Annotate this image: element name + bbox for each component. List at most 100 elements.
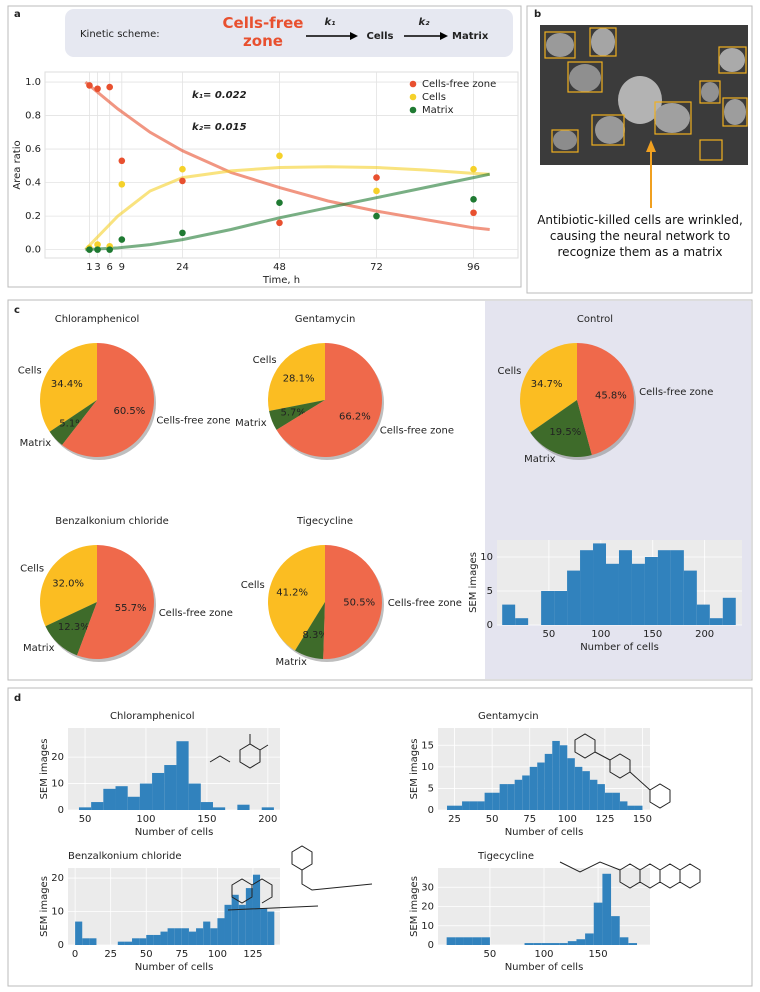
panel-label: b: [534, 9, 541, 20]
x-axis-label: Number of cells: [505, 962, 584, 973]
histogram-bar: [176, 741, 189, 810]
histogram-bar: [533, 943, 542, 945]
histogram-bar: [524, 943, 534, 945]
pie-value-label: 34.7%: [531, 379, 563, 390]
data-point: [86, 246, 93, 253]
histogram-bar: [574, 766, 583, 810]
scheme-rate: k₁: [324, 17, 335, 28]
pie-value-label: 28.1%: [283, 373, 315, 384]
x-axis-label: Number of cells: [580, 642, 659, 653]
histogram-bar: [567, 570, 581, 625]
sem-cell: [724, 99, 746, 125]
histogram-bar: [231, 894, 239, 945]
pie-value-label: 34.4%: [51, 379, 83, 390]
histogram-bar: [593, 902, 603, 945]
x-tick-label: 50: [486, 814, 499, 825]
x-tick-label: 9: [119, 262, 125, 273]
x-tick-label: 150: [643, 629, 662, 640]
data-point: [106, 246, 113, 253]
histogram-bar: [541, 591, 555, 625]
histogram-bar: [267, 911, 275, 945]
pie-title: Control: [577, 314, 613, 325]
histogram-bar: [507, 784, 515, 810]
histogram-bar: [559, 943, 568, 945]
data-point: [373, 174, 380, 181]
histogram-title: Tigecycline: [477, 851, 534, 862]
sem-cell: [546, 33, 574, 57]
histogram-title: Benzalkonium chloride: [68, 851, 182, 862]
x-tick-label: 100: [591, 629, 610, 640]
y-tick-label: 20: [51, 873, 64, 884]
scheme-rate: k₂: [418, 17, 430, 28]
histogram-bar: [462, 801, 470, 810]
histogram-bar: [597, 784, 605, 810]
histogram-bar: [612, 792, 620, 810]
sem-cell: [719, 48, 745, 72]
pie-category-label: Cells-free zone: [388, 598, 462, 609]
x-axis-label: Time, h: [262, 275, 300, 286]
histogram-bar: [75, 921, 83, 945]
histogram-title: Gentamycin: [478, 711, 539, 722]
y-tick-label: 15: [421, 740, 434, 751]
histogram-bar: [447, 805, 455, 810]
data-point: [179, 229, 186, 237]
histogram-bar: [132, 938, 140, 945]
y-tick-label: 0.6: [25, 144, 41, 155]
histogram-bar: [261, 807, 274, 810]
pie-category-label: Cells: [241, 580, 265, 591]
x-tick-label: 50: [543, 629, 556, 640]
pie-value-label: 5.7%: [280, 407, 305, 418]
pie-slice: [520, 343, 577, 433]
x-tick-label: 125: [595, 814, 614, 825]
y-axis-label: SEM images: [39, 739, 50, 800]
pie-slice: [276, 343, 382, 457]
pie-slice: [295, 602, 325, 659]
histogram-bar: [103, 788, 116, 810]
legend-label: Cells: [422, 92, 446, 103]
y-tick-label: 0.0: [25, 245, 41, 256]
histogram-bar: [606, 563, 619, 625]
y-tick-label: 0: [58, 940, 64, 951]
data-point: [86, 82, 93, 89]
data-point: [470, 165, 477, 173]
histogram-bar: [454, 805, 463, 810]
x-tick-label: 100: [136, 814, 155, 825]
histogram-bar: [631, 563, 645, 625]
data-point: [373, 212, 380, 220]
pie-category-label: Matrix: [275, 657, 307, 668]
histogram-bar: [181, 928, 189, 945]
pie-category-label: Matrix: [235, 418, 267, 429]
histogram-bar: [469, 801, 478, 810]
x-tick-label: 25: [104, 949, 117, 960]
data-point: [118, 180, 126, 188]
histogram-bar: [683, 570, 697, 625]
histogram-bar: [619, 801, 628, 810]
histogram-bar: [139, 938, 147, 945]
data-point: [94, 246, 101, 253]
x-tick-label: 3: [94, 262, 100, 273]
x-tick-label: 96: [467, 262, 480, 273]
histogram-bar: [455, 937, 464, 945]
histogram-bar: [127, 796, 140, 810]
pie-slice: [267, 545, 325, 651]
scheme-arrowhead: [350, 32, 358, 40]
pie-value-label: 8.3%: [302, 630, 327, 641]
sem-cell: [595, 116, 625, 144]
histogram-bar: [224, 904, 232, 945]
histogram-bar: [196, 928, 204, 945]
histogram-bar: [252, 874, 261, 945]
pie-slice: [49, 400, 97, 446]
histogram-bar: [160, 931, 168, 945]
histogram-bar: [618, 550, 632, 625]
pie-slice: [77, 545, 154, 659]
pie-slice: [269, 400, 325, 430]
pie-slice: [323, 545, 382, 659]
histogram-bar: [567, 941, 577, 945]
pie-slice: [577, 343, 635, 456]
histogram-bar: [634, 805, 643, 810]
histogram-bar: [515, 618, 529, 625]
pie-category-label: Matrix: [524, 454, 556, 465]
x-tick-label: 24: [176, 262, 189, 273]
histogram-bar: [477, 801, 485, 810]
